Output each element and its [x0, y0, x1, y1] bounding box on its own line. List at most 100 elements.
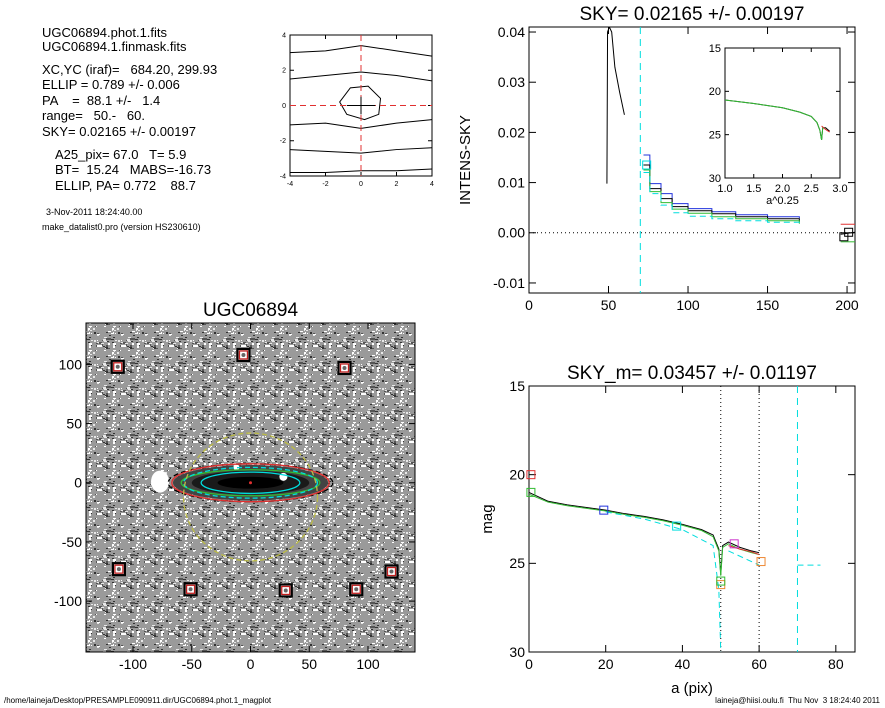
bt-mabs-value: BT= 15.24 MABS=-16.73 — [55, 162, 212, 177]
series-line — [643, 172, 800, 226]
y-axis-label: mag — [479, 504, 496, 533]
y-tick-label: 20 — [709, 86, 721, 98]
data-marker — [642, 160, 652, 170]
series-line — [728, 550, 760, 566]
date-stamp: 3-Nov-2011 18:24:40.00 — [46, 207, 143, 217]
y-tick-label: -0.01 — [493, 275, 525, 291]
data-marker — [672, 521, 682, 531]
y-tick-label: 25 — [709, 130, 721, 142]
info-panel: UGC06894.phot.1.fits UGC06894.1.finmask.… — [0, 0, 280, 240]
x-tick-label: 80 — [828, 656, 844, 672]
x-tick-label: 2.0 — [775, 183, 790, 195]
chart-title: SKY_m= 0.03457 +/- 0.01197 — [567, 363, 817, 384]
data-marker — [839, 232, 849, 242]
x-tick-label: -4 — [287, 181, 293, 188]
x-tick-label: 50 — [301, 656, 317, 672]
y-tick-label: 100 — [59, 356, 83, 372]
y-tick-label: 30 — [709, 173, 721, 185]
masked-star — [233, 464, 240, 471]
x-tick-label: 100 — [676, 297, 700, 313]
y-tick-label: 0.01 — [498, 174, 525, 190]
y-tick-label: 15 — [509, 378, 525, 394]
chart-title: UGC06894 — [203, 300, 298, 321]
star-box-inner — [185, 584, 196, 594]
masked-star — [151, 470, 170, 493]
star-box-inner — [351, 584, 361, 594]
data-marker — [844, 227, 854, 237]
x-tick-label: 0 — [247, 656, 255, 672]
series-line — [606, 27, 625, 184]
y-tick-label: 30 — [509, 644, 525, 660]
series-line — [725, 99, 826, 140]
x-tick-label: 100 — [356, 656, 380, 672]
x-tick-label: 1.5 — [746, 183, 761, 195]
star-box-inner — [339, 363, 350, 373]
x-tick-label: 2.5 — [804, 183, 819, 195]
x-tick-label: 2 — [395, 181, 399, 188]
star-core — [283, 588, 288, 593]
y-tick-label: -4 — [280, 173, 286, 180]
center-coords: XC,YC (iraf)= 684.20, 299.93 — [42, 62, 218, 77]
plot-frame — [528, 26, 856, 294]
program-version: make_datalist0.pro (version HS230610) — [42, 222, 201, 232]
data-marker — [729, 539, 739, 549]
data-marker — [716, 576, 726, 586]
star-core — [115, 364, 120, 369]
star-box-inner — [386, 566, 397, 577]
star-core — [389, 569, 394, 574]
x-tick-label: 200 — [835, 297, 859, 313]
inset-background — [725, 48, 840, 178]
isophote-ellipse — [182, 432, 319, 562]
y-axis-label: INTENS-SKY — [457, 115, 474, 205]
x-tick-label: 150 — [756, 297, 780, 313]
x-tick-label: -100 — [119, 656, 147, 672]
x-tick-label: 1.0 — [717, 183, 732, 195]
star-box-inner — [238, 350, 249, 360]
x-tick-label: 4 — [430, 181, 434, 188]
y-tick-label: -2 — [280, 138, 286, 145]
a25-value: A25_pix= 67.0 T= 5.9 — [55, 147, 187, 162]
y-tick-label: 0 — [74, 475, 82, 491]
series-line — [339, 85, 382, 121]
y-tick-label: 0.04 — [498, 24, 525, 40]
y-tick-label: -50 — [62, 534, 82, 550]
x-tick-label: 0 — [525, 656, 533, 672]
data-marker — [526, 487, 536, 497]
galaxy-center — [249, 481, 252, 485]
ellip-pa-value: ELLIP, PA= 0.772 88.7 — [55, 178, 196, 193]
y-tick-label: 15 — [709, 43, 721, 55]
series-line — [290, 147, 432, 154]
x-tick-label: 60 — [751, 656, 767, 672]
pa-value: PA = 88.1 +/- 1.4 — [42, 93, 161, 108]
star-core — [342, 365, 347, 370]
isophote-ellipse — [167, 463, 334, 503]
fits-filename: UGC06894.phot.1.fits — [42, 25, 168, 40]
y-tick-label: 4 — [282, 32, 286, 39]
series-line — [529, 493, 760, 576]
x-tick-label: -2 — [322, 181, 328, 188]
y-tick-label: 50 — [66, 415, 82, 431]
y-tick-label: -100 — [54, 593, 82, 609]
y-tick-label: 0.02 — [498, 124, 525, 140]
range-value: range= 50.- 60. — [42, 108, 145, 123]
star-core — [354, 587, 359, 592]
y-tick-label: 0.03 — [498, 74, 525, 90]
star-core — [188, 587, 193, 592]
y-tick-label: 2 — [282, 68, 286, 75]
sky-value: SKY= 0.02165 +/- 0.00197 — [42, 124, 196, 139]
ellipticity-value: ELLIP = 0.789 +/- 0.006 — [42, 77, 180, 92]
isophote-ellipse — [171, 463, 330, 503]
data-marker — [526, 470, 536, 480]
star-box-inner — [114, 564, 124, 574]
x-tick-label: 20 — [598, 656, 614, 672]
data-marker — [599, 505, 609, 515]
x-axis-label: a (pix) — [671, 680, 713, 697]
x-axis-label: a^0.25 — [766, 195, 799, 207]
x-tick-label: 40 — [675, 656, 691, 672]
x-tick-label: -50 — [182, 656, 202, 672]
x-tick-label: 0 — [525, 297, 533, 313]
y-tick-label: 0.00 — [498, 225, 525, 241]
